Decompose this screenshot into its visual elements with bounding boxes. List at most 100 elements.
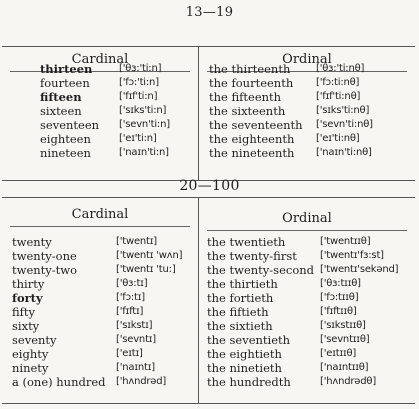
ordinal-word: the fifteenth xyxy=(209,90,282,104)
cardinal-word: ninety xyxy=(12,361,49,375)
ordinal-pronunciation: ['naɪn'ti:nθ] xyxy=(316,147,372,158)
header-rule xyxy=(10,226,190,227)
cardinal-word: twenty-two xyxy=(12,263,78,277)
column-divider xyxy=(198,47,199,180)
cardinal-pronunciation: ['θɜ:tɪ] xyxy=(116,278,148,289)
table-13-19: Cardinal thirteen ['θɜ:'ti:n] fourteen [… xyxy=(2,46,415,181)
cardinal-pronunciation: ['sɪkstɪ] xyxy=(116,320,153,331)
ordinal-row: the fortieth ['fɔ:tɪɪθ] xyxy=(199,291,415,305)
ordinal-pronunciation: ['sɪks'ti:nθ] xyxy=(316,105,370,116)
cardinal-word: nineteen xyxy=(40,146,91,160)
cardinal-word: seventy xyxy=(12,333,57,347)
section-title-20-100: 20—100 xyxy=(179,178,240,194)
ordinal-pronunciation: ['θɜ:'ti:nθ] xyxy=(316,63,365,74)
column-divider xyxy=(198,198,199,403)
cardinal-row: seventy ['sevntɪ] xyxy=(2,333,198,347)
ordinal-row: the ninetieth ['naɪntɪɪθ] xyxy=(199,361,415,375)
ordinal-row: the fiftieth ['fɪftɪɪθ] xyxy=(199,305,415,319)
ordinal-pronunciation: ['sevntɪɪθ] xyxy=(320,334,370,345)
cardinal-word: eighteen xyxy=(40,132,91,146)
cardinal-word: twenty-one xyxy=(12,249,77,263)
cardinal-row: sixty ['sɪkstɪ] xyxy=(2,319,198,333)
ordinal-row: the twenty-second ['twentɪ'sekənd] xyxy=(199,263,415,277)
cardinal-row: nineteen ['naɪn'ti:n] xyxy=(2,146,198,160)
ordinal-word: the twenty-second xyxy=(207,263,315,277)
ordinal-word: the thirteenth xyxy=(209,62,291,76)
cardinal-word: fifteen xyxy=(40,90,82,104)
ordinal-row: the fourteenth ['fɔ:ti:nθ] xyxy=(199,76,415,90)
cardinal-column: Cardinal thirteen ['θɜ:'ti:n] fourteen [… xyxy=(2,47,198,180)
cardinal-row: fifteen ['fɪf'ti:n] xyxy=(2,90,198,104)
ordinal-word: the seventieth xyxy=(207,333,291,347)
ordinal-row: the sixteenth ['sɪks'ti:nθ] xyxy=(199,104,415,118)
cardinal-word: eighty xyxy=(12,347,49,361)
cardinal-row: twenty ['twentɪ] xyxy=(2,235,198,249)
ordinal-word: the eightieth xyxy=(207,347,282,361)
cardinal-word: a (one) hundred xyxy=(12,375,106,389)
cardinal-row: fifty ['fɪftɪ] xyxy=(2,305,198,319)
ordinal-pronunciation: ['twentɪ'sekənd] xyxy=(320,264,399,275)
ordinal-word: the sixteenth xyxy=(209,104,286,118)
ordinal-word: the seventeenth xyxy=(209,118,303,132)
cardinal-word: sixty xyxy=(12,319,40,333)
cardinal-word: seventeen xyxy=(40,118,100,132)
ordinal-row: the twenty-first ['twentɪ'fɜ:st] xyxy=(199,249,415,263)
table-20-100: Cardinal twenty ['twentɪ] twenty-one ['t… xyxy=(2,197,415,404)
header-rule xyxy=(10,71,190,72)
ordinal-pronunciation: ['twentɪ'fɜ:st] xyxy=(320,250,384,261)
cardinal-pronunciation: ['twentɪ 'wʌn] xyxy=(116,250,183,261)
ordinal-row: the sixtieth ['sɪkstɪɪθ] xyxy=(199,319,415,333)
cardinal-header: Cardinal xyxy=(71,207,129,222)
ordinal-word: the fourteenth xyxy=(209,76,294,90)
cardinal-pronunciation: ['eɪ'ti:n] xyxy=(119,133,157,144)
ordinal-row: the nineteenth ['naɪn'ti:nθ] xyxy=(199,146,415,160)
cardinal-row: forty ['fɔ:tɪ] xyxy=(2,291,198,305)
cardinal-pronunciation: ['twentɪ] xyxy=(116,236,157,247)
ordinal-word: the sixtieth xyxy=(207,319,273,333)
ordinal-pronunciation: ['fɪf'ti:nθ] xyxy=(316,91,361,102)
cardinal-word: sixteen xyxy=(40,104,82,118)
cardinal-pronunciation: ['naɪntɪ] xyxy=(116,362,155,373)
cardinal-pronunciation: ['fɪf'ti:n] xyxy=(119,91,158,102)
ordinal-row: the thirtieth ['θɜ:tɪɪθ] xyxy=(199,277,415,291)
cardinal-word: fourteen xyxy=(40,76,90,90)
ordinal-column: Ordinal the twentieth ['twentɪɪθ] the tw… xyxy=(199,198,415,403)
ordinal-pronunciation: ['hʌndrədθ] xyxy=(320,376,377,387)
cardinal-row: a (one) hundred ['hʌndrəd] xyxy=(2,375,198,389)
cardinal-pronunciation: ['fɔ:'ti:n] xyxy=(119,77,159,88)
cardinal-row: fourteen ['fɔ:'ti:n] xyxy=(2,76,198,90)
cardinal-pronunciation: ['twentɪ 'tu:] xyxy=(116,264,176,275)
ordinal-row: the eightieth ['eɪtɪɪθ] xyxy=(199,347,415,361)
ordinal-pronunciation: ['θɜ:tɪɪθ] xyxy=(320,278,361,289)
cardinal-row: thirty ['θɜ:tɪ] xyxy=(2,277,198,291)
cardinal-pronunciation: ['θɜ:'ti:n] xyxy=(119,63,162,74)
ordinal-pronunciation: ['sevn'ti:nθ] xyxy=(316,119,373,130)
cardinal-row: sixteen ['sɪks'ti:n] xyxy=(2,104,198,118)
ordinal-column: Ordinal the thirteenth ['θɜ:'ti:nθ] the … xyxy=(199,47,415,180)
ordinal-header: Ordinal xyxy=(282,211,332,226)
cardinal-pronunciation: ['sevntɪ] xyxy=(116,334,157,345)
ordinal-pronunciation: ['twentɪɪθ] xyxy=(320,236,371,247)
cardinal-word: thirteen xyxy=(40,62,93,76)
ordinal-word: the ninetieth xyxy=(207,361,282,375)
header-rule xyxy=(207,71,407,72)
ordinal-word: the hundredth xyxy=(207,375,291,389)
cardinal-row: seventeen ['sevn'ti:n] xyxy=(2,118,198,132)
cardinal-column: Cardinal twenty ['twentɪ] twenty-one ['t… xyxy=(2,198,198,403)
ordinal-row: the hundredth ['hʌndrədθ] xyxy=(199,375,415,389)
cardinal-pronunciation: ['naɪn'ti:n] xyxy=(119,147,169,158)
ordinal-header: Ordinal xyxy=(282,52,332,67)
cardinal-row: thirteen ['θɜ:'ti:n] xyxy=(2,62,198,76)
cardinal-row: twenty-two ['twentɪ 'tu:] xyxy=(2,263,198,277)
ordinal-pronunciation: ['eɪ'ti:nθ] xyxy=(316,133,360,144)
ordinal-row: the fifteenth ['fɪf'ti:nθ] xyxy=(199,90,415,104)
ordinal-row: the seventieth ['sevntɪɪθ] xyxy=(199,333,415,347)
cardinal-pronunciation: ['sɪks'ti:n] xyxy=(119,105,167,116)
ordinal-word: the thirtieth xyxy=(207,277,278,291)
ordinal-word: the nineteenth xyxy=(209,146,295,160)
cardinal-word: twenty xyxy=(12,235,52,249)
cardinal-pronunciation: ['fɔ:tɪ] xyxy=(116,292,145,303)
ordinal-pronunciation: ['eɪtɪɪθ] xyxy=(320,348,357,359)
ordinal-pronunciation: ['fɔ:ti:nθ] xyxy=(316,77,360,88)
ordinal-word: the twenty-first xyxy=(207,249,297,263)
